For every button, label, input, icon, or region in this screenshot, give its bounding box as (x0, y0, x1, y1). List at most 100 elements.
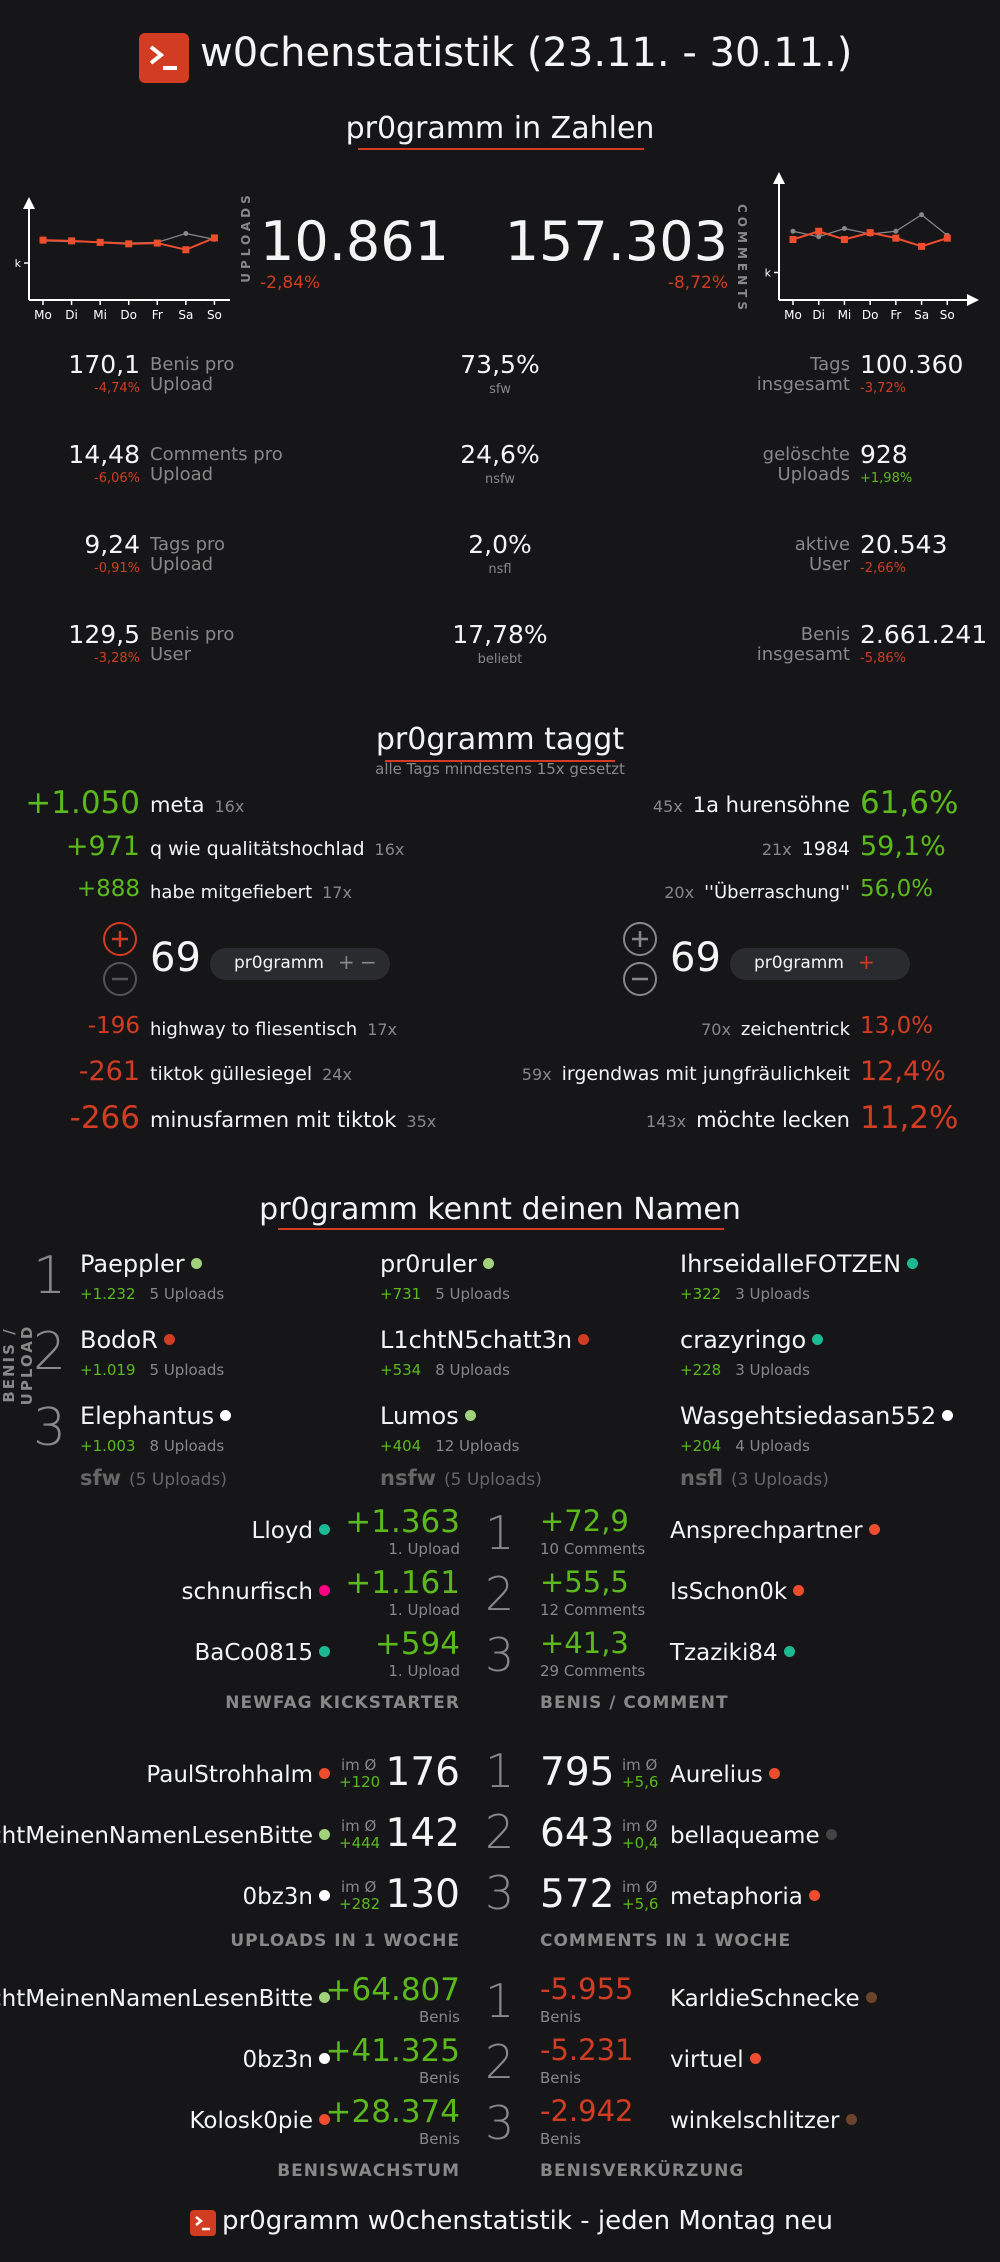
user-link[interactable]: NichtMeinenNamenLesenBitte (0, 1823, 330, 1849)
tag-entry[interactable]: minusfarmen mit tiktok 35x (150, 1108, 436, 1132)
tag-entry[interactable]: 20x ''Überraschung'' (664, 882, 850, 903)
board-label: BENIS / COMMENT (540, 1693, 729, 1713)
user-link[interactable]: L1chtN5chatt3n (380, 1326, 590, 1354)
user-link[interactable]: Tzaziki84 (670, 1640, 795, 1666)
x-tick-label: Mo (784, 308, 802, 322)
tag-entry[interactable]: tiktok güllesiegel 24x (150, 1063, 352, 1085)
leader-sublabel: 1. Upload (388, 1601, 460, 1619)
tag-pill[interactable]: pr0gramm + − (210, 948, 390, 980)
x-tick-label: Do (120, 308, 137, 322)
tag-pill[interactable]: pr0gramm + (730, 948, 910, 980)
leader-value: -5.231 (540, 2033, 634, 2067)
user-rank-dot (749, 2053, 761, 2064)
stat-value: 14,48 (68, 440, 140, 469)
downvote-button[interactable] (623, 962, 657, 996)
data-point-last-week (919, 212, 925, 218)
user-link[interactable]: IsSchon0k (670, 1579, 805, 1605)
user-link[interactable]: crazyringo (680, 1326, 824, 1354)
downvote-button[interactable] (103, 962, 137, 996)
tag-name: minusfarmen mit tiktok (150, 1108, 397, 1132)
user-uploads: 8 Uploads (435, 1361, 510, 1379)
stat-value: 2.661.241 (860, 620, 988, 649)
user-link[interactable]: IhrseidalleFOTZEN (680, 1250, 919, 1278)
stat-delta: -6,06% (94, 471, 140, 486)
stat-label: insgesamt (756, 374, 850, 395)
user-link[interactable]: KarldieSchnecke (670, 1986, 877, 2012)
leader-value: +1.363 (345, 1504, 460, 1540)
user-link[interactable]: metaphoria (670, 1884, 820, 1910)
data-point-last-week (893, 228, 899, 234)
tag-upvote-icon[interactable]: + (338, 950, 355, 974)
user-link[interactable]: schnurfisch (181, 1579, 330, 1605)
user-link[interactable]: Wasgehtsiedasan552 (680, 1402, 954, 1430)
tag-name: meta (150, 793, 205, 817)
user-link[interactable]: BaCo0815 (194, 1640, 330, 1666)
avg-value: +282 (339, 1895, 381, 1913)
tag-entry[interactable]: 59x irgendwas mit jungfräulichkeit (522, 1063, 850, 1085)
category-uploads: (3 Uploads) (731, 1470, 829, 1490)
tag-count: 35x (406, 1112, 437, 1131)
user-rank-dot (319, 1768, 330, 1779)
section-title-taggt: pr0gramm taggt (375, 722, 625, 757)
tag-downvote-icon[interactable]: − (360, 950, 377, 974)
user-benis: +1.003 (80, 1437, 136, 1455)
user-link[interactable]: bellaqueame (670, 1823, 837, 1849)
rank-number: 3 (485, 1628, 515, 1682)
benis-upload-side-label: BENIS / UPLOAD (0, 1324, 36, 1406)
tag-pill-label: pr0gramm (234, 953, 324, 973)
stat-label: Benis (800, 624, 850, 645)
user-link[interactable]: Paeppler (80, 1250, 202, 1278)
user-link[interactable]: BodoR (80, 1326, 175, 1354)
tag-entry[interactable]: 45x 1a hurensöhne (653, 793, 850, 817)
user-link[interactable]: Aurelius (670, 1762, 780, 1788)
tag-entry[interactable]: q wie qualitätshochlad 16x (150, 838, 404, 860)
stat-delta: +1,98% (860, 471, 913, 486)
tag-entry[interactable]: highway to fliesentisch 17x (150, 1019, 397, 1040)
stat-delta: -5,86% (860, 651, 906, 666)
user-link[interactable]: Ansprechpartner (670, 1518, 880, 1544)
user-link[interactable]: pr0ruler (380, 1250, 494, 1278)
user-link[interactable]: NichtMeinenNamenLesenBitte (0, 1986, 330, 2012)
leader-value: +64.807 (325, 1972, 460, 2008)
user-rank-dot (482, 1257, 494, 1269)
user-link[interactable]: Kolosk0pie (189, 2108, 330, 2134)
user-link[interactable]: 0bz3n (242, 1884, 330, 1910)
tag-name: habe mitgefiebert (150, 881, 313, 903)
user-link[interactable]: Lloyd (252, 1518, 330, 1544)
y-tick-label: 1k (15, 257, 22, 270)
tag-entry[interactable]: 70x zeichentrick (701, 1019, 850, 1040)
user-stats: +204 4 Uploads (680, 1437, 810, 1455)
upvote-button[interactable] (103, 922, 137, 956)
tag-upvote-icon[interactable]: + (858, 950, 875, 974)
rank-number: 2 (485, 1805, 515, 1859)
user-link[interactable]: PaulStrohhalm (146, 1762, 330, 1788)
user-benis: +1.232 (80, 1285, 136, 1303)
user-link[interactable]: virtuel (670, 2047, 761, 2073)
leader-sublabel: Benis (540, 2069, 582, 2087)
user-link[interactable]: Elephantus (80, 1402, 232, 1430)
tag-entry[interactable]: 143x möchte lecken (646, 1108, 850, 1132)
user-uploads: 12 Uploads (435, 1437, 520, 1455)
leader-value: +41,3 (540, 1626, 629, 1660)
tag-entry[interactable]: habe mitgefiebert 17x (150, 882, 352, 903)
count-value: 643 (540, 1811, 615, 1856)
username: KarldieSchnecke (670, 1986, 860, 2012)
tag-score: 69 (150, 935, 201, 981)
page-title: w0chenstatistik (23.11. - 30.11.) (200, 30, 853, 76)
user-rank-dot (812, 1333, 824, 1345)
upvote-button[interactable] (623, 922, 657, 956)
user-link[interactable]: winkelschlitzer (670, 2108, 857, 2134)
data-point-this-week (815, 227, 823, 235)
user-link[interactable]: 0bz3n (242, 2047, 330, 2073)
tag-entry[interactable]: meta 16x (150, 793, 244, 817)
stat-label: Tags (810, 354, 850, 375)
comments-sparkline-chart: 10k Mo Di Mi Do Fr Sa So (765, 172, 979, 322)
username: crazyringo (680, 1326, 807, 1354)
leader-value: +41.325 (325, 2033, 460, 2069)
x-tick-label: Do (862, 308, 879, 322)
stat-value: 73,5% (460, 350, 540, 379)
user-link[interactable]: Lumos (380, 1402, 476, 1430)
y-tick-label: 10k (765, 267, 772, 280)
tag-entry[interactable]: 21x 1984 (762, 838, 850, 860)
data-point-last-week (841, 226, 847, 231)
